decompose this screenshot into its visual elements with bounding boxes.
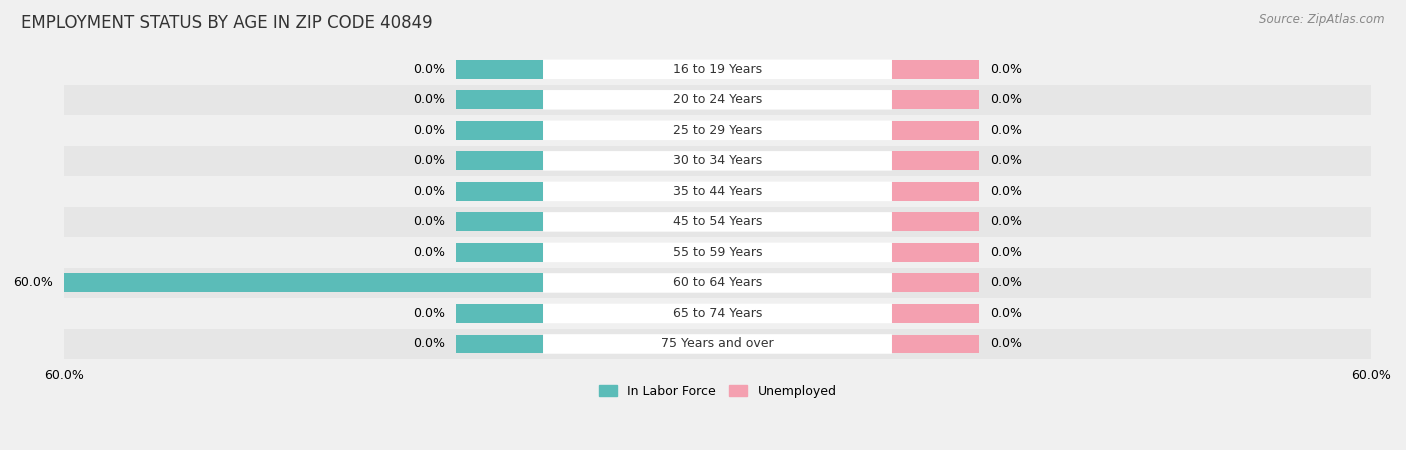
Text: 0.0%: 0.0%: [413, 216, 446, 229]
Bar: [63, 298, 1371, 328]
Bar: [891, 334, 979, 353]
Bar: [456, 304, 543, 323]
Bar: [891, 151, 979, 170]
FancyBboxPatch shape: [543, 90, 891, 110]
FancyBboxPatch shape: [543, 182, 891, 201]
FancyBboxPatch shape: [543, 243, 891, 262]
Bar: [456, 212, 543, 231]
Text: 0.0%: 0.0%: [990, 246, 1022, 259]
Bar: [456, 121, 543, 140]
FancyBboxPatch shape: [543, 334, 891, 354]
Text: 25 to 29 Years: 25 to 29 Years: [673, 124, 762, 137]
Bar: [456, 334, 543, 353]
FancyBboxPatch shape: [543, 304, 891, 323]
Text: 35 to 44 Years: 35 to 44 Years: [673, 185, 762, 198]
Text: 0.0%: 0.0%: [413, 338, 446, 351]
Text: 0.0%: 0.0%: [990, 63, 1022, 76]
Text: 60.0%: 60.0%: [13, 276, 53, 289]
Bar: [891, 90, 979, 109]
Bar: [63, 274, 543, 292]
Bar: [63, 115, 1371, 146]
Bar: [63, 207, 1371, 237]
Text: 0.0%: 0.0%: [990, 307, 1022, 320]
Bar: [63, 54, 1371, 85]
Text: 0.0%: 0.0%: [990, 124, 1022, 137]
Text: 20 to 24 Years: 20 to 24 Years: [673, 93, 762, 106]
Bar: [456, 90, 543, 109]
Text: 0.0%: 0.0%: [413, 124, 446, 137]
Text: 0.0%: 0.0%: [990, 216, 1022, 229]
Text: 16 to 19 Years: 16 to 19 Years: [673, 63, 762, 76]
FancyBboxPatch shape: [543, 273, 891, 292]
Text: 65 to 74 Years: 65 to 74 Years: [673, 307, 762, 320]
Text: 0.0%: 0.0%: [990, 338, 1022, 351]
Bar: [456, 243, 543, 262]
Text: 0.0%: 0.0%: [413, 154, 446, 167]
Text: 30 to 34 Years: 30 to 34 Years: [673, 154, 762, 167]
Bar: [891, 304, 979, 323]
Text: Source: ZipAtlas.com: Source: ZipAtlas.com: [1260, 14, 1385, 27]
Text: 45 to 54 Years: 45 to 54 Years: [673, 216, 762, 229]
Bar: [456, 60, 543, 79]
Text: 0.0%: 0.0%: [990, 93, 1022, 106]
Text: 75 Years and over: 75 Years and over: [661, 338, 773, 351]
Text: 0.0%: 0.0%: [990, 185, 1022, 198]
FancyBboxPatch shape: [543, 121, 891, 140]
Text: 0.0%: 0.0%: [413, 93, 446, 106]
Text: EMPLOYMENT STATUS BY AGE IN ZIP CODE 40849: EMPLOYMENT STATUS BY AGE IN ZIP CODE 408…: [21, 14, 433, 32]
Bar: [891, 60, 979, 79]
Bar: [891, 212, 979, 231]
Bar: [456, 182, 543, 201]
Text: 0.0%: 0.0%: [990, 276, 1022, 289]
Bar: [63, 268, 1371, 298]
FancyBboxPatch shape: [543, 212, 891, 232]
Text: 0.0%: 0.0%: [413, 307, 446, 320]
Legend: In Labor Force, Unemployed: In Labor Force, Unemployed: [593, 380, 841, 403]
Bar: [891, 182, 979, 201]
Text: 55 to 59 Years: 55 to 59 Years: [672, 246, 762, 259]
Bar: [63, 85, 1371, 115]
Bar: [456, 151, 543, 170]
FancyBboxPatch shape: [543, 59, 891, 79]
Text: 0.0%: 0.0%: [413, 63, 446, 76]
FancyBboxPatch shape: [543, 151, 891, 171]
Bar: [63, 328, 1371, 359]
Text: 0.0%: 0.0%: [413, 185, 446, 198]
Text: 0.0%: 0.0%: [413, 246, 446, 259]
Bar: [891, 243, 979, 262]
Bar: [63, 176, 1371, 207]
Bar: [63, 146, 1371, 176]
Text: 0.0%: 0.0%: [990, 154, 1022, 167]
Bar: [891, 274, 979, 292]
Bar: [891, 121, 979, 140]
Bar: [63, 237, 1371, 268]
Text: 60 to 64 Years: 60 to 64 Years: [673, 276, 762, 289]
